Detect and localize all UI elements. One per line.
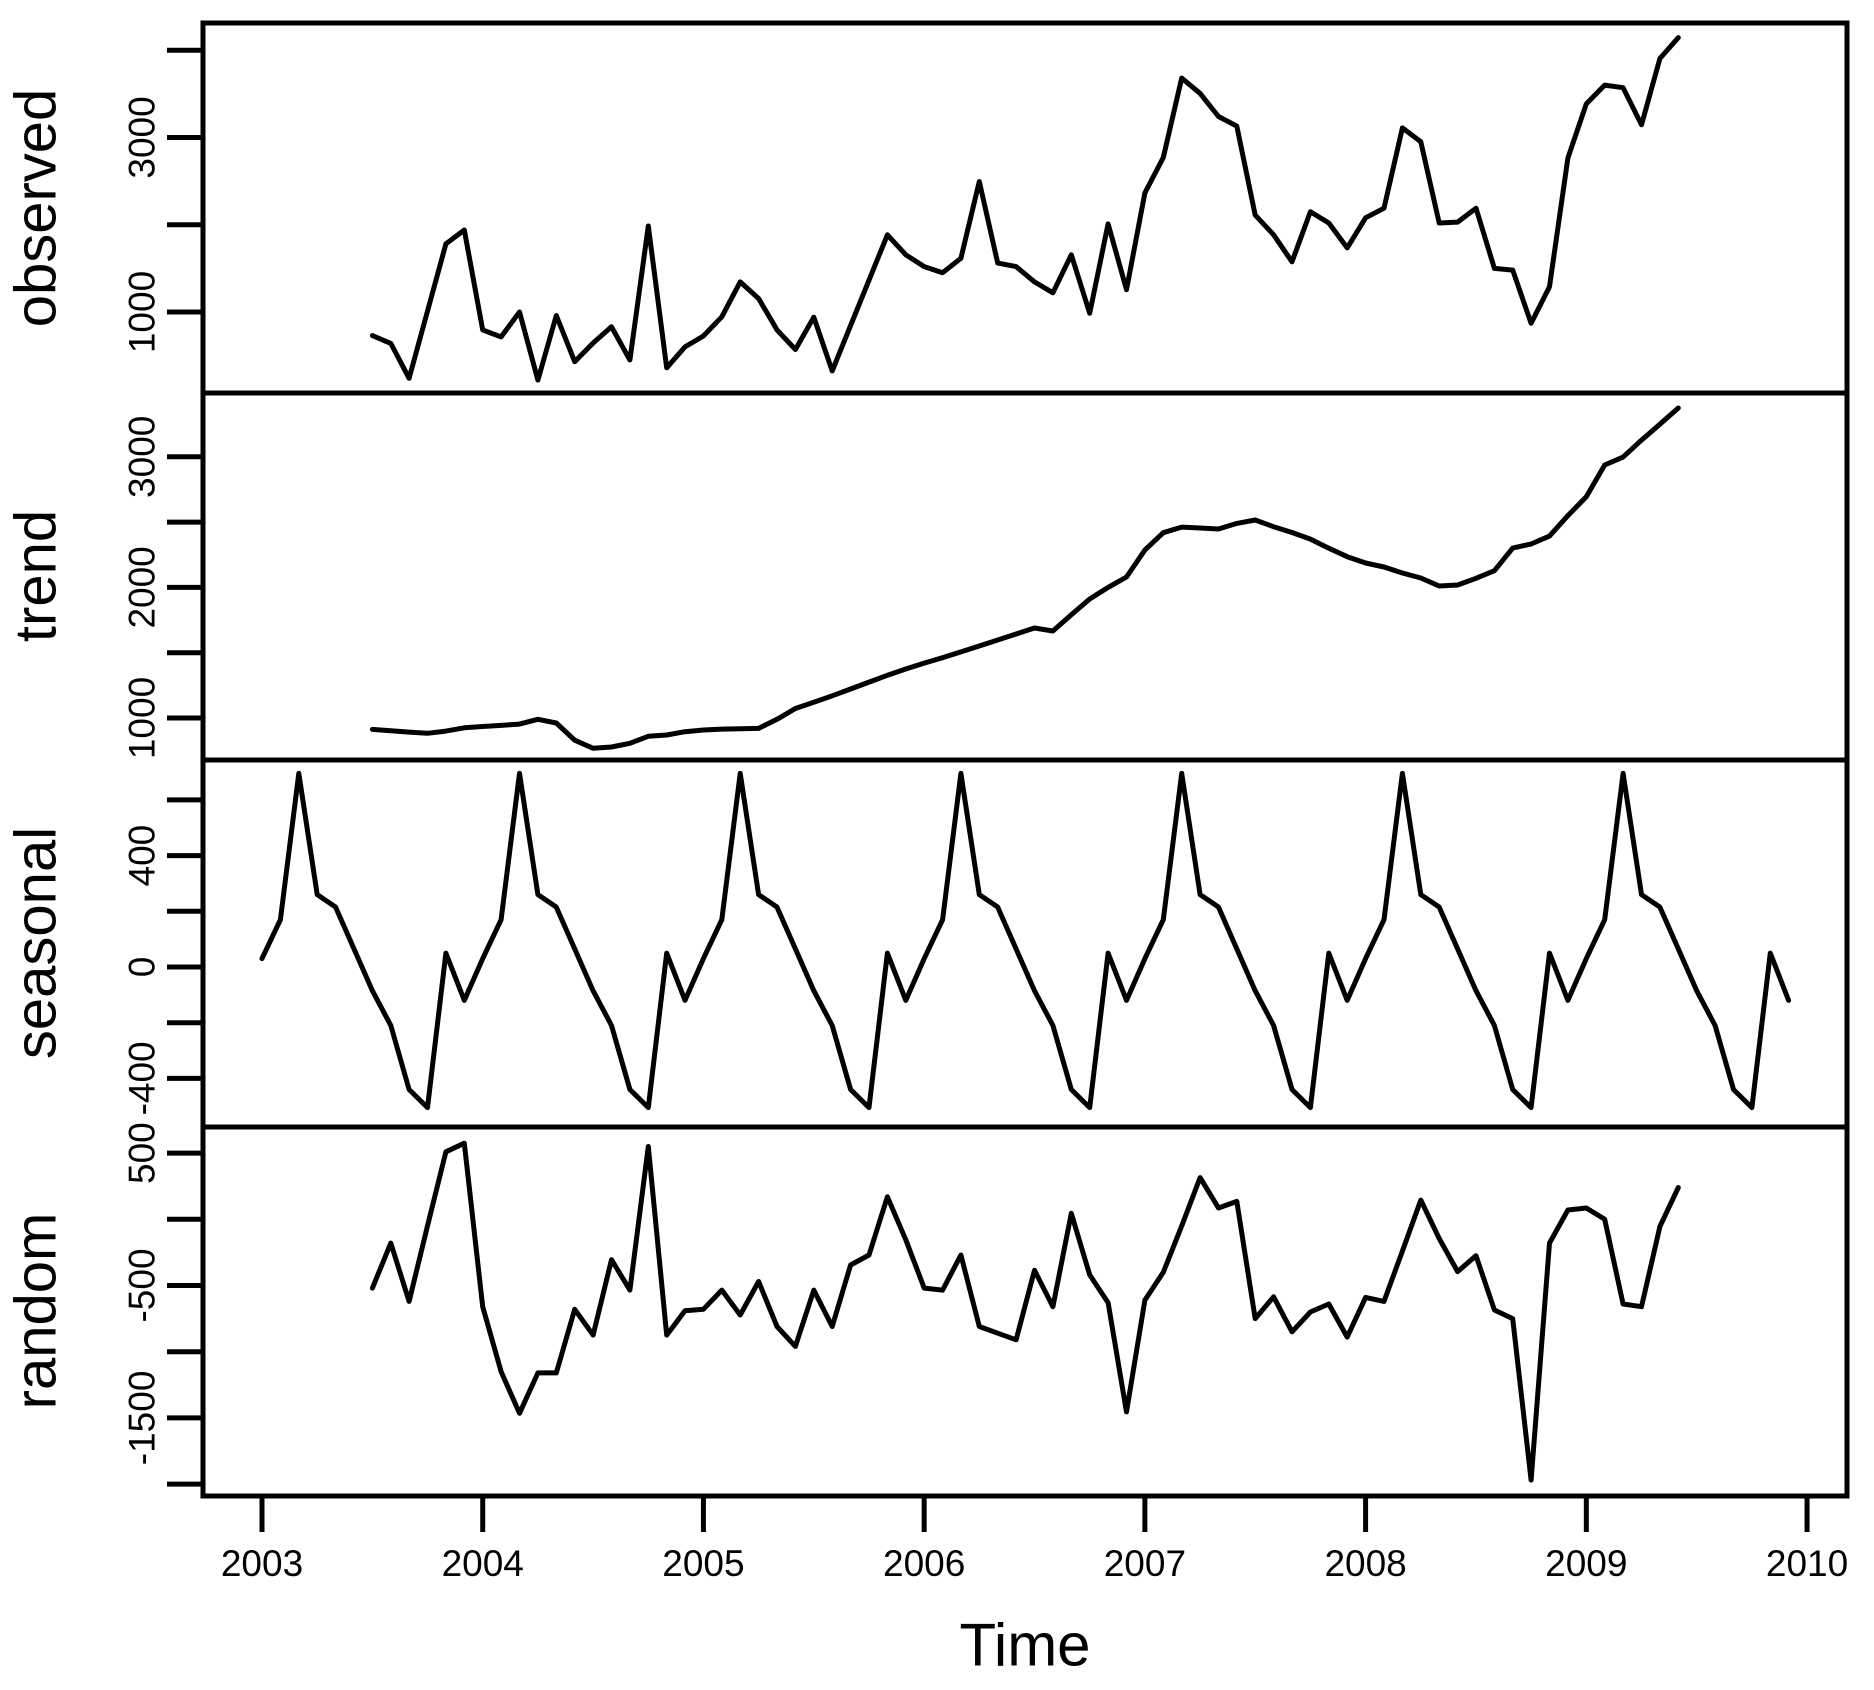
random-series-line (369, 1140, 1681, 1483)
panel-label-random: random (3, 1212, 69, 1410)
y-axis-tick-label: 0 (122, 957, 163, 978)
x-axis-tick-label: 2005 (662, 1543, 744, 1584)
y-axis-tick-label: 400 (122, 825, 163, 887)
panel-label-seasonal: seasonal (3, 826, 69, 1060)
x-axis-tick-label: 2003 (221, 1543, 303, 1584)
x-axis-tick-label: 2006 (883, 1543, 965, 1584)
y-axis-tick-label: 3000 (122, 416, 163, 498)
panel-label-trend: trend (3, 509, 69, 643)
trend-series-line (369, 405, 1681, 751)
y-axis-tick-label: 1000 (122, 271, 163, 353)
x-axis-tick-label: 2008 (1324, 1543, 1406, 1584)
panel-label-observed: observed (3, 88, 69, 328)
y-axis-tick-label: -500 (122, 1248, 163, 1322)
seasonal-series-line (259, 770, 1792, 1111)
y-axis-tick-label: -400 (122, 1041, 163, 1115)
y-axis-tick-label: -1500 (122, 1371, 163, 1466)
x-axis-tick-label: 2009 (1545, 1543, 1627, 1584)
y-axis-tick-label: 1000 (122, 677, 163, 759)
y-axis-tick-label: 3000 (122, 96, 163, 178)
x-axis-title: Time (959, 1611, 1091, 1679)
y-axis-tick-label: 500 (122, 1122, 163, 1184)
x-axis-tick-label: 2010 (1766, 1543, 1848, 1584)
observed-series-line (369, 35, 1681, 383)
x-axis-tick-label: 2007 (1104, 1543, 1186, 1584)
x-axis-tick-label: 2004 (442, 1543, 524, 1584)
y-axis-tick-label: 2000 (122, 546, 163, 628)
